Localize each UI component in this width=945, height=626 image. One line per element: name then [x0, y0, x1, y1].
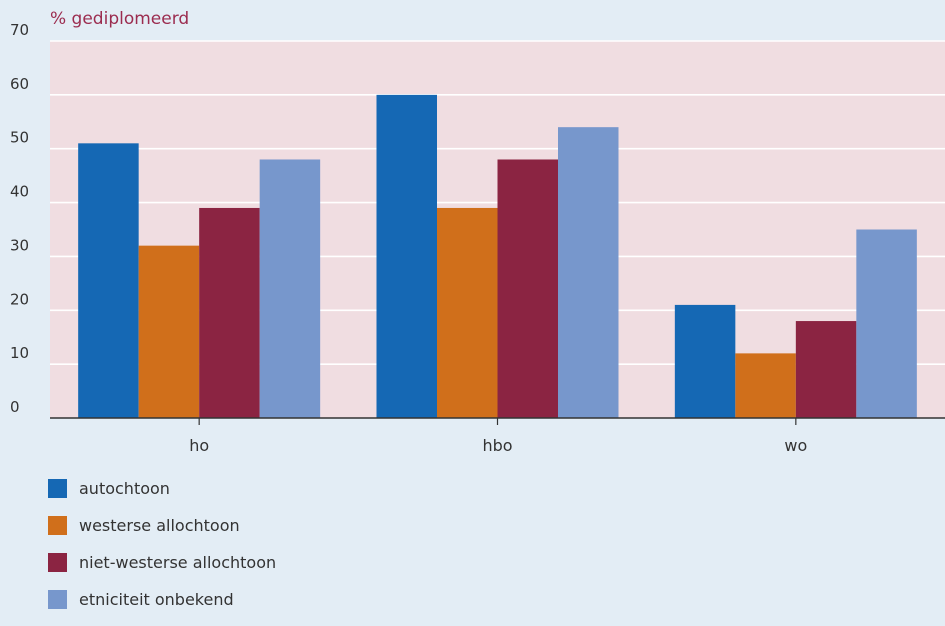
legend-label: westerse allochtoon: [79, 515, 240, 535]
x-axis-ticks: ho hbo wo: [189, 418, 807, 455]
y-tick-label: 50: [10, 129, 29, 147]
bar: [78, 143, 139, 419]
legend-swatch: [48, 552, 67, 572]
legend-swatch: [48, 589, 67, 609]
bars: [78, 94, 917, 419]
legend: autochtoon westerse allochtoon niet-west…: [48, 478, 276, 626]
legend-item-niet-westerse-allochtoon: niet-westerse allochtoon: [48, 552, 276, 572]
bar-chart: 0 10 20 30 40 50 60 70 ho hbo wo % gediplomeerd: [10, 9, 945, 455]
bar: [376, 94, 437, 418]
bar: [558, 127, 619, 419]
y-tick-label: 60: [10, 75, 29, 93]
y-axis-label: % gediplomeerd: [50, 9, 189, 29]
legend-item-autochtoon: autochtoon: [48, 478, 276, 498]
x-tick-label: wo: [784, 436, 807, 455]
x-tick-label: hbo: [482, 436, 512, 455]
y-tick-label: 40: [10, 183, 29, 201]
bar: [437, 207, 498, 418]
bar: [674, 304, 736, 418]
y-tick-label: 20: [10, 290, 29, 308]
legend-label: niet-westerse allochtoon: [79, 552, 277, 572]
y-tick-label: 30: [10, 236, 29, 254]
legend-item-etniciteit-onbekend: etniciteit onbekend: [48, 589, 276, 609]
bar: [856, 229, 917, 418]
legend-item-westerse-allochtoon: westerse allochtoon: [48, 515, 276, 535]
bar: [138, 245, 200, 418]
bar: [497, 159, 558, 418]
legend-swatch: [48, 515, 67, 535]
y-tick-label: 0: [10, 398, 20, 416]
legend-swatch: [48, 478, 67, 498]
legend-label: etniciteit onbekend: [79, 589, 234, 609]
bar: [199, 207, 260, 418]
bar: [795, 321, 857, 418]
y-tick-label: 10: [10, 344, 29, 362]
bar: [259, 159, 321, 418]
y-tick-label: 70: [10, 21, 29, 39]
legend-label: autochtoon: [79, 478, 170, 498]
bar: [735, 353, 796, 418]
x-tick-label: ho: [189, 436, 209, 455]
y-axis-ticks: 0 10 20 30 40 50 60 70: [10, 21, 29, 416]
